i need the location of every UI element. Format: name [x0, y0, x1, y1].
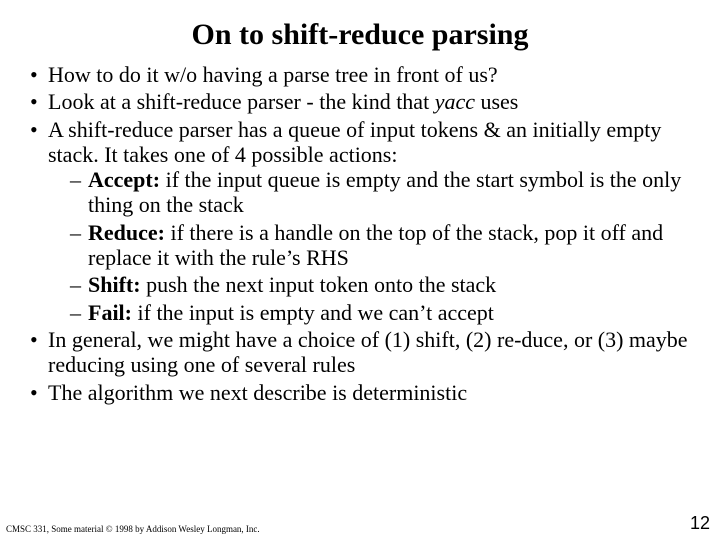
sub-shift-label: Shift:	[88, 272, 141, 297]
bullet-2: Look at a shift-reduce parser - the kind…	[30, 89, 690, 114]
slide: On to shift-reduce parsing How to do it …	[0, 0, 720, 540]
sub-reduce-text: if there is a handle on the top of the s…	[88, 220, 663, 270]
bullet-4-text: In general, we might have a choice of (1…	[48, 327, 688, 377]
bullet-3: A shift-reduce parser has a queue of inp…	[30, 117, 690, 325]
page-number: 12	[690, 513, 710, 534]
sub-shift-text: push the next input token onto the stack	[141, 272, 497, 297]
slide-body: How to do it w/o having a parse tree in …	[0, 62, 720, 405]
bullet-5-text: The algorithm we next describe is determ…	[48, 380, 467, 405]
bullet-list: How to do it w/o having a parse tree in …	[30, 62, 690, 405]
sub-shift: Shift: push the next input token onto th…	[70, 272, 690, 297]
sub-accept-label: Accept:	[88, 167, 160, 192]
sub-bullet-list: Accept: if the input queue is empty and …	[48, 167, 690, 325]
sub-accept: Accept: if the input queue is empty and …	[70, 167, 690, 218]
sub-reduce-label: Reduce:	[88, 220, 165, 245]
bullet-2-text-b: uses	[475, 89, 518, 114]
bullet-2-yacc: yacc	[435, 89, 475, 114]
bullet-4: In general, we might have a choice of (1…	[30, 327, 690, 378]
sub-accept-text: if the input queue is empty and the star…	[88, 167, 681, 217]
sub-fail-text: if the input is empty and we can’t accep…	[132, 300, 494, 325]
bullet-2-text-a: Look at a shift-reduce parser - the kind…	[48, 89, 435, 114]
bullet-1-text: How to do it w/o having a parse tree in …	[48, 62, 498, 87]
sub-fail-label: Fail:	[88, 300, 132, 325]
slide-title: On to shift-reduce parsing	[0, 0, 720, 62]
bullet-5: The algorithm we next describe is determ…	[30, 380, 690, 405]
footer-copyright: CMSC 331, Some material © 1998 by Addiso…	[6, 524, 260, 534]
sub-fail: Fail: if the input is empty and we can’t…	[70, 300, 690, 325]
bullet-3-text: A shift-reduce parser has a queue of inp…	[48, 117, 661, 167]
bullet-1: How to do it w/o having a parse tree in …	[30, 62, 690, 87]
sub-reduce: Reduce: if there is a handle on the top …	[70, 220, 690, 271]
